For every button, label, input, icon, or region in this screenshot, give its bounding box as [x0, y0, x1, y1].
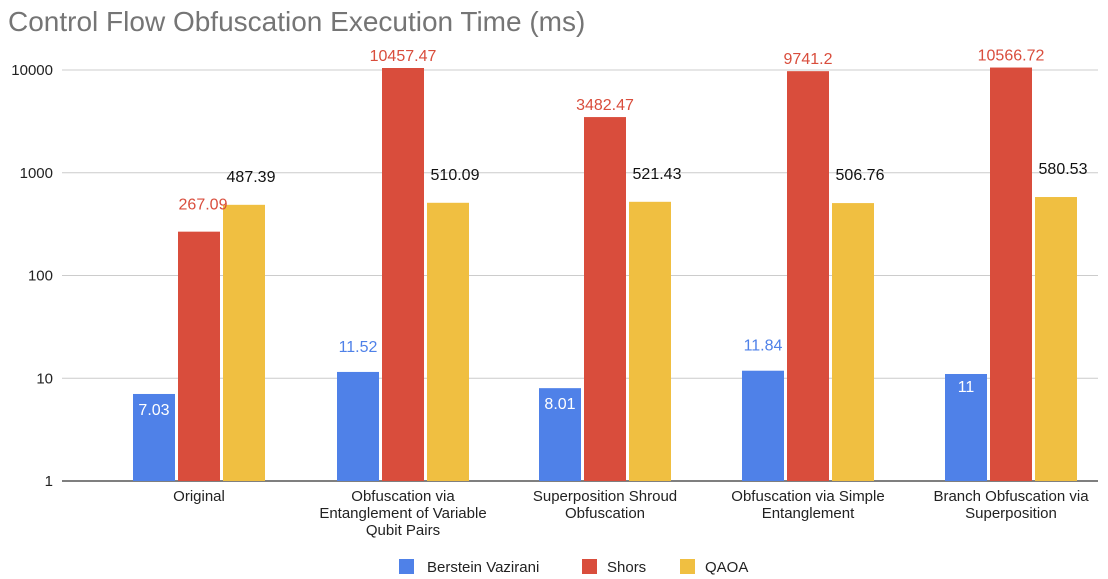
data-label: 11.84 — [744, 338, 783, 355]
data-label: 9741.2 — [784, 51, 833, 68]
legend-swatch — [680, 559, 695, 574]
bar-qaoa — [427, 202, 469, 481]
bar-berstein-vazirani — [133, 393, 175, 481]
bar-qaoa — [832, 203, 874, 482]
legend-label: Berstein Vazirani — [427, 559, 539, 576]
bar-shors — [584, 117, 626, 481]
x-tick-label: Superposition — [965, 505, 1057, 522]
data-label: 510.09 — [431, 167, 480, 184]
legend-swatch — [399, 559, 414, 574]
bar-shors — [382, 68, 424, 482]
chart-title: Control Flow Obfuscation Execution Time … — [8, 6, 586, 37]
legend-label: QAOA — [705, 559, 748, 576]
data-label: 521.43 — [633, 166, 682, 183]
x-tick-label: Obfuscation via Simple — [731, 488, 884, 505]
x-tick-label: Obfuscation — [565, 505, 645, 522]
bar-berstein-vazirani — [742, 370, 784, 481]
x-tick-label: Original — [173, 488, 225, 505]
legend: Berstein Vazirani Shors QAOA — [399, 559, 748, 576]
x-tick-label: Branch Obfuscation via — [933, 488, 1089, 505]
data-label: 11 — [958, 379, 975, 396]
y-tick-label: 1 — [45, 473, 53, 490]
bar-shors — [787, 71, 829, 481]
data-label: 3482.47 — [576, 97, 634, 114]
bars — [133, 67, 1077, 482]
data-label: 580.53 — [1039, 161, 1088, 178]
y-tick-label: 100 — [28, 268, 53, 285]
bar-shors — [178, 231, 220, 481]
bar-berstein-vazirani — [539, 388, 581, 481]
x-tick-label: Superposition Shroud — [533, 488, 677, 505]
data-label: 10566.72 — [978, 48, 1045, 65]
bar-berstein-vazirani — [945, 373, 987, 481]
x-tick-label: Entanglement of Variable — [319, 505, 486, 522]
bar-qaoa — [629, 201, 671, 481]
legend-label: Shors — [607, 559, 646, 576]
data-label: 487.39 — [227, 169, 276, 186]
x-tick-label: Entanglement — [762, 505, 855, 522]
legend-swatch — [582, 559, 597, 574]
y-tick-label: 1000 — [20, 165, 53, 182]
y-tick-label: 10000 — [11, 62, 53, 79]
data-label: 11.52 — [339, 339, 378, 356]
bar-qaoa — [223, 204, 265, 481]
data-label: 8.01 — [544, 396, 575, 413]
x-tick-label: Qubit Pairs — [366, 522, 440, 539]
bar-berstein-vazirani — [337, 371, 379, 481]
bar-shors — [990, 67, 1032, 481]
data-label: 506.76 — [836, 167, 885, 184]
data-label: 267.09 — [179, 197, 228, 214]
x-tick-label: Obfuscation via — [351, 488, 455, 505]
data-label: 7.03 — [138, 402, 169, 419]
y-axis: 1 10 100 1000 10000 — [11, 62, 53, 490]
y-tick-label: 10 — [36, 370, 53, 387]
data-labels: 7.03 11.52 8.01 11.84 11 267.09 10457.47 3482.4… — [138, 48, 1087, 419]
data-label: 10457.47 — [370, 48, 437, 65]
bar-qaoa — [1035, 197, 1077, 481]
